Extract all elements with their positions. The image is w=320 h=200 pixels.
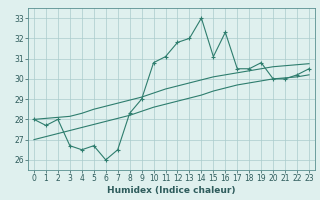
X-axis label: Humidex (Indice chaleur): Humidex (Indice chaleur) [107, 186, 236, 195]
